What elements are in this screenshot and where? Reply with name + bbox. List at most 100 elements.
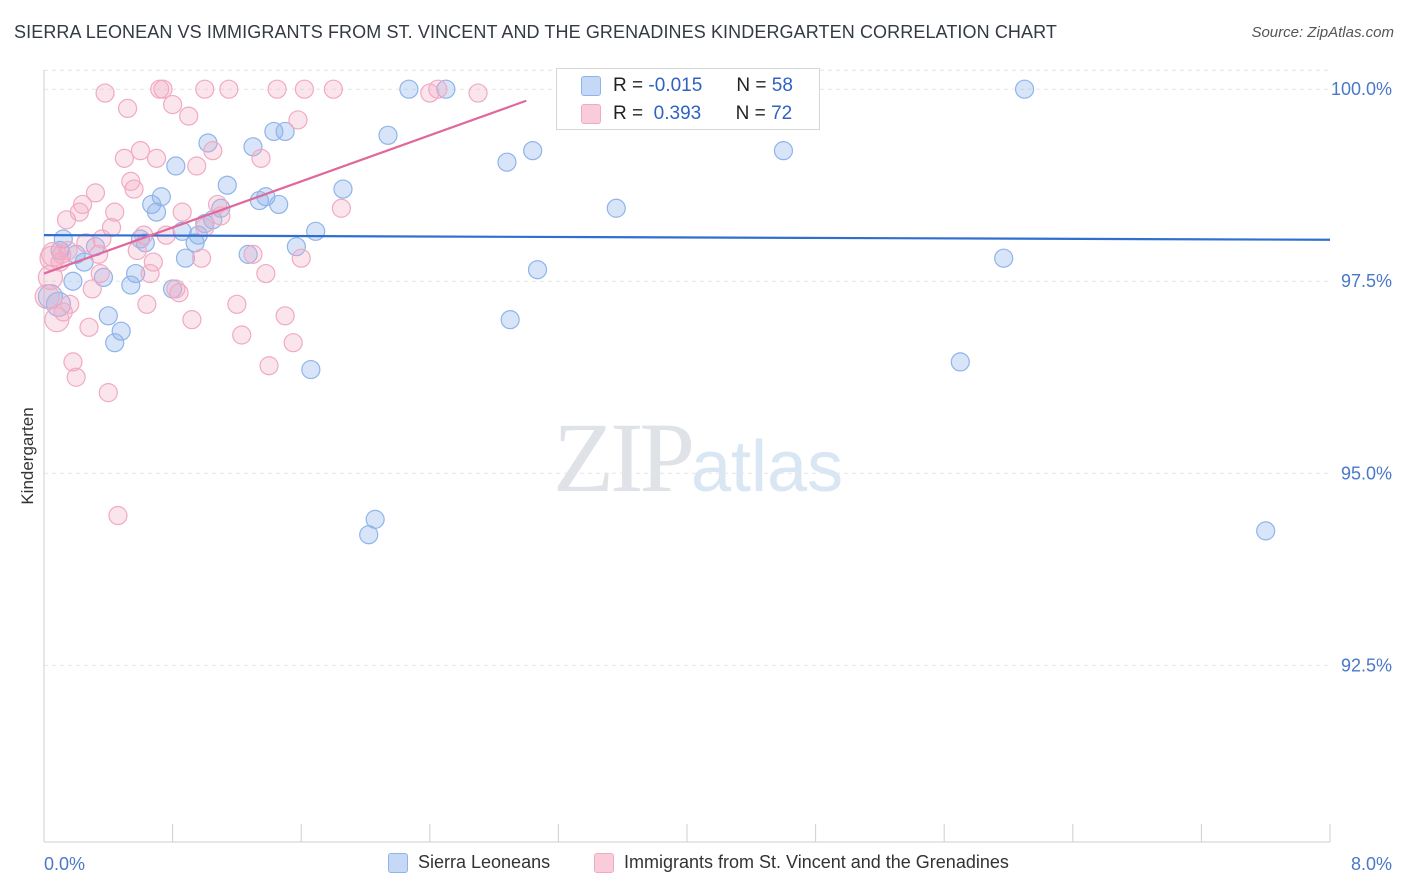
point-st-vincent	[219, 79, 239, 99]
legend-label: Immigrants from St. Vincent and the Gren…	[624, 852, 1009, 872]
x-tick-label: 0.0%	[44, 854, 85, 874]
y-tick-label: 92.5%	[1341, 655, 1392, 675]
point-st-vincent	[288, 110, 308, 130]
point-st-vincent	[179, 106, 199, 126]
point-st-vincent	[69, 202, 89, 222]
point-sierra-leonean	[523, 141, 543, 161]
point-sierra-leonean	[121, 275, 141, 295]
point-sierra-leonean	[399, 79, 419, 99]
point-sierra-leonean	[500, 310, 520, 330]
n-label: N =	[735, 103, 766, 124]
point-st-vincent	[53, 302, 73, 322]
point-sierra-leonean	[333, 179, 353, 199]
point-st-vincent	[195, 79, 215, 99]
point-sierra-leonean	[286, 237, 306, 257]
point-st-vincent	[187, 156, 207, 176]
point-st-vincent	[243, 244, 263, 264]
point-sierra-leonean	[497, 152, 517, 172]
watermark-zip: ZIP	[553, 402, 695, 513]
y-tick-label: 97.5%	[1341, 271, 1392, 291]
point-st-vincent	[294, 79, 315, 99]
point-st-vincent	[85, 183, 106, 203]
point-st-vincent	[72, 194, 93, 215]
point-sierra-leonean	[111, 321, 131, 341]
stats-row-st-vincent: R = 0.393 N = 72	[581, 100, 792, 128]
point-sierra-leonean	[994, 248, 1014, 268]
point-sierra-leonean	[63, 271, 83, 291]
point-sierra-leonean	[217, 175, 237, 195]
point-st-vincent	[172, 202, 192, 222]
point-sierra-leonean	[98, 306, 118, 326]
point-sierra-leonean	[606, 198, 626, 218]
point-st-vincent	[117, 98, 138, 119]
trend-line-st-vincent	[43, 99, 527, 275]
point-sierra-leonean	[1256, 521, 1276, 541]
point-sierra-leonean	[527, 260, 548, 280]
point-sierra-leonean	[436, 79, 456, 99]
point-st-vincent	[34, 284, 60, 310]
point-st-vincent	[153, 79, 173, 99]
point-st-vincent	[124, 179, 144, 199]
legend-item-st-vincent[interactable]: Immigrants from St. Vincent and the Gren…	[594, 852, 1009, 873]
point-sierra-leonean	[269, 194, 289, 215]
n-label: N =	[736, 75, 767, 96]
point-sierra-leonean	[146, 202, 167, 222]
point-sierra-leonean	[301, 359, 321, 380]
point-st-vincent	[140, 263, 160, 284]
r-label: R =	[613, 75, 644, 96]
point-st-vincent	[227, 294, 247, 314]
point-st-vincent	[114, 148, 134, 168]
point-st-vincent	[195, 217, 215, 238]
point-st-vincent	[163, 94, 183, 115]
label-layer: 100.0% 97.5% 95.0% 92.5% 0.0% 8.0%	[44, 79, 1392, 874]
watermark-atlas: atlas	[691, 427, 844, 507]
point-st-vincent	[90, 263, 110, 284]
grid-layer	[44, 69, 1330, 666]
y-tick-label: 95.0%	[1341, 463, 1392, 483]
y-axis-label: Kindergarten	[18, 407, 37, 504]
watermark: ZIPatlas	[553, 400, 843, 515]
r-label: R =	[613, 103, 644, 124]
point-sierra-leonean	[151, 187, 171, 207]
point-st-vincent	[82, 279, 102, 299]
trend-layer	[43, 99, 1331, 275]
point-sierra-leonean	[1014, 79, 1035, 99]
point-sierra-leonean	[378, 125, 398, 145]
x-tick-label: 8.0%	[1351, 854, 1392, 874]
point-sierra-leonean	[365, 509, 385, 529]
point-sierra-leonean	[773, 141, 794, 161]
chart-title: SIERRA LEONEAN VS IMMIGRANTS FROM ST. VI…	[14, 22, 1057, 42]
point-sierra-leonean	[126, 263, 146, 284]
point-st-vincent	[468, 83, 488, 103]
point-sierra-leonean	[306, 221, 326, 241]
r-value: 0.393	[653, 103, 702, 124]
point-st-vincent	[182, 310, 202, 330]
point-st-vincent	[256, 263, 276, 284]
point-st-vincent	[291, 248, 311, 268]
point-sierra-leonean	[166, 156, 186, 176]
trend-line-sierra-leoneans	[43, 234, 1331, 241]
point-st-vincent	[331, 198, 351, 218]
point-st-vincent	[121, 171, 141, 191]
point-st-vincent	[108, 505, 128, 526]
point-st-vincent	[52, 244, 72, 264]
point-st-vincent	[267, 79, 287, 99]
chart-source: Source: ZipAtlas.com	[1251, 24, 1394, 41]
point-st-vincent	[98, 383, 118, 403]
point-st-vincent	[191, 248, 212, 268]
legend-swatch-pink	[594, 852, 614, 873]
axis-layer	[43, 70, 1331, 843]
point-st-vincent	[79, 317, 99, 337]
point-st-vincent	[259, 356, 279, 376]
point-sierra-leonean	[238, 244, 258, 264]
legend-item-sierra-leoneans[interactable]: Sierra Leoneans	[388, 852, 550, 873]
point-st-vincent	[232, 325, 252, 345]
point-st-vincent	[146, 148, 167, 168]
stats-swatch-pink	[581, 104, 601, 124]
point-st-vincent	[76, 233, 96, 253]
stats-box: R = -0.015 N = 58 R = 0.393 N = 72	[556, 68, 820, 130]
stats-row-sierra-leoneans: R = -0.015 N = 58	[581, 72, 793, 100]
point-st-vincent	[275, 306, 295, 326]
point-st-vincent	[63, 352, 83, 372]
points-layer	[34, 79, 1276, 545]
